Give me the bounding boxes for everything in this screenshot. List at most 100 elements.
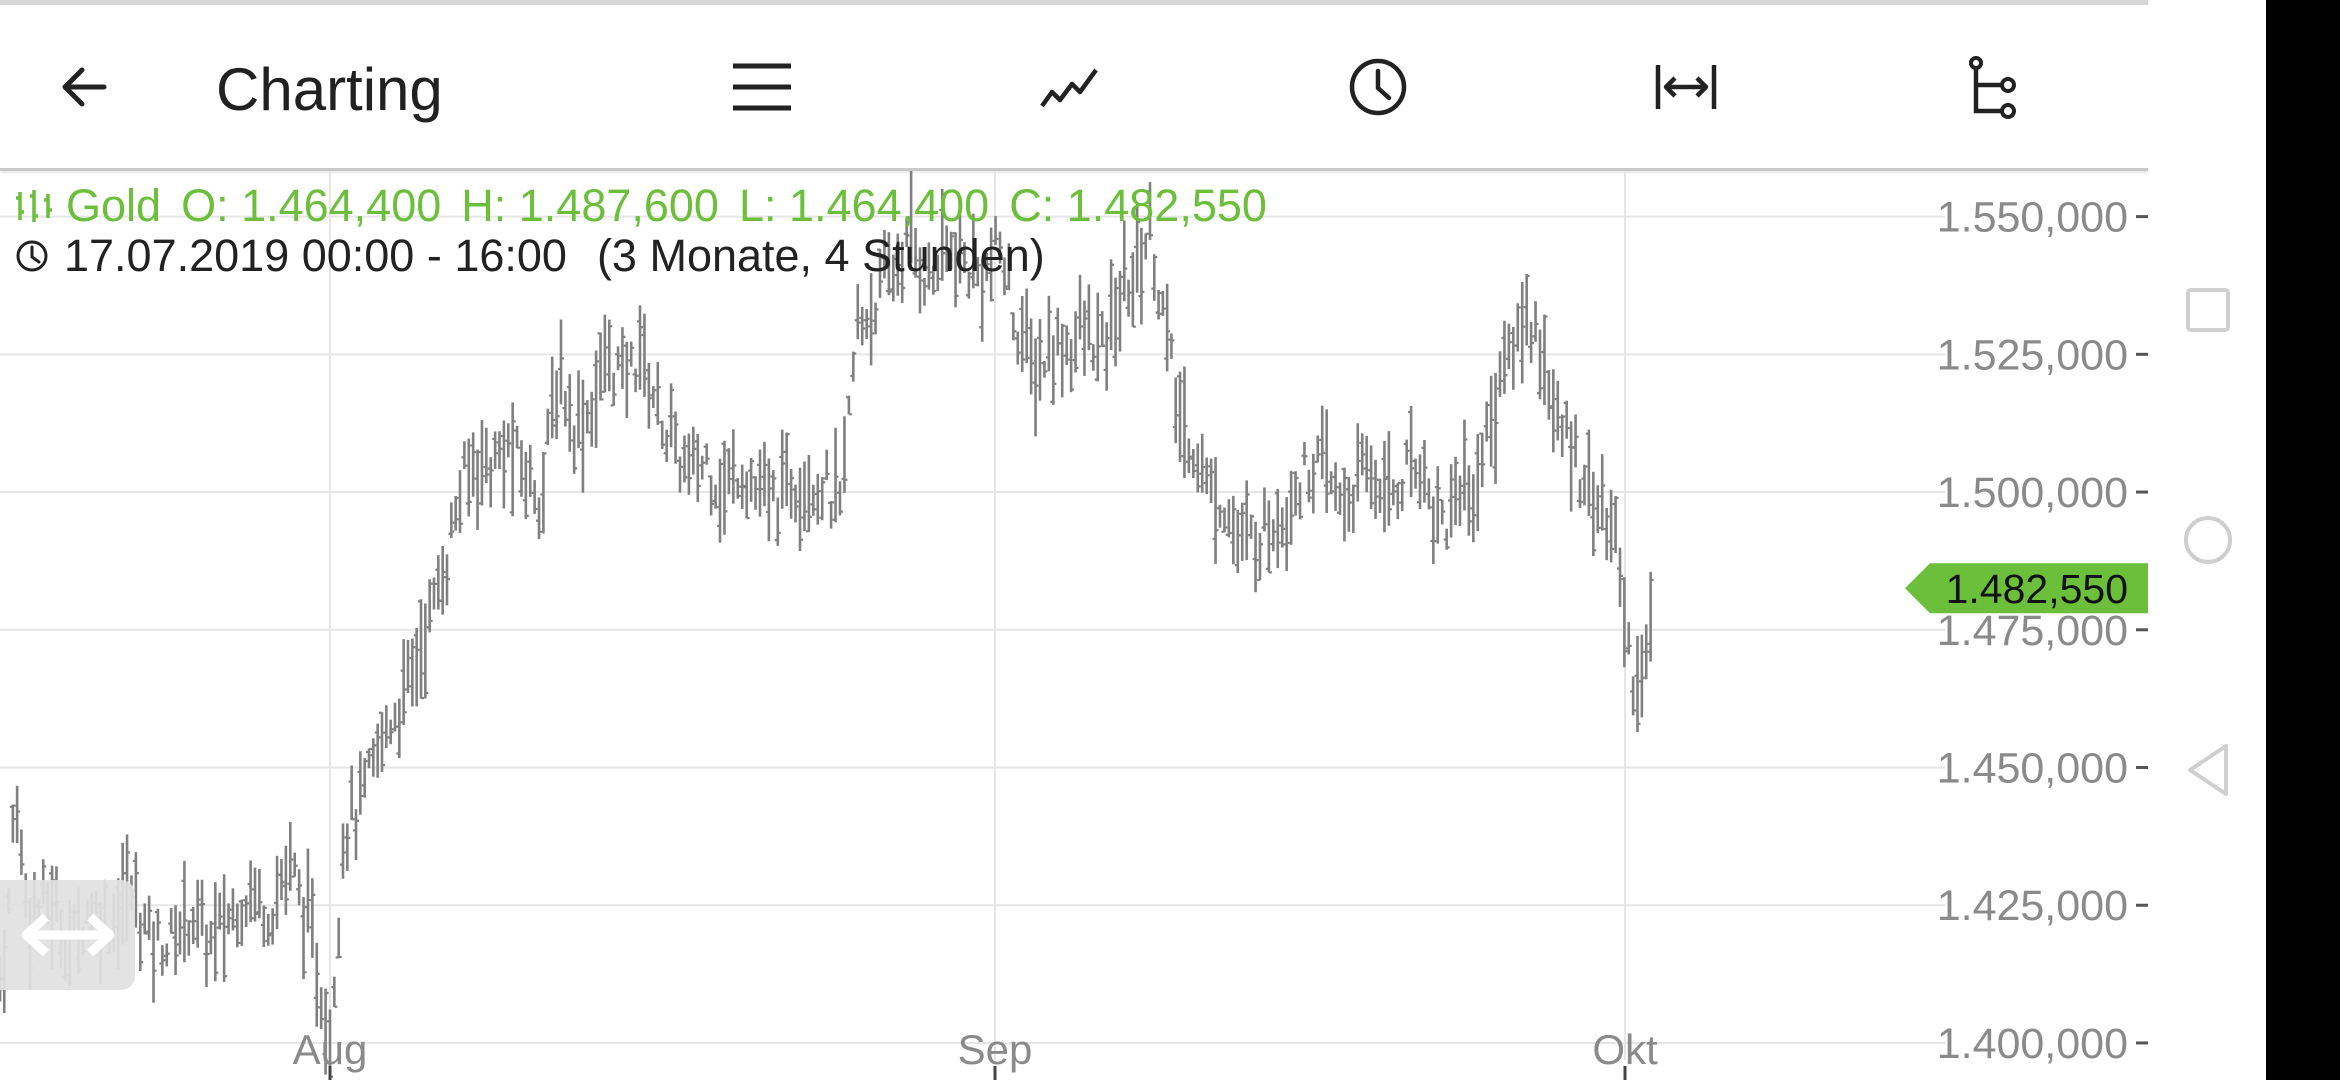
ohlc-bar (925, 242, 932, 290)
ohlc-bar (637, 305, 643, 390)
ohlc-bar (965, 271, 972, 299)
y-tick-label: 1.550,000 (1937, 194, 2128, 242)
ohlc-bar (659, 420, 666, 449)
ohlc-bar (163, 943, 170, 967)
ohlc-bar (805, 454, 812, 533)
ohlc-bar (1072, 311, 1079, 373)
recent-apps-button[interactable] (2178, 280, 2238, 340)
ohlc-bar (282, 845, 289, 915)
ohlc-bar (1408, 405, 1415, 498)
ohlc-bar (584, 400, 591, 434)
ohlc-bar (1292, 471, 1299, 516)
ohlc-bar (668, 383, 675, 448)
indicators-button[interactable] (1954, 47, 2034, 127)
back-nav-button[interactable] (2178, 740, 2238, 800)
ohlc-bar (252, 867, 258, 922)
price-chart[interactable]: 1.400,000 1.425,000 1.450,000 1.475,000 1.50… (0, 171, 2148, 1080)
chart-canvas[interactable]: 1.400,000 1.425,000 1.450,000 1.475,000 1.50… (0, 171, 2148, 1080)
ohlc-bar (274, 855, 281, 930)
ohlc-bar (413, 627, 420, 707)
ohlc-bar (531, 480, 538, 514)
ohlc-bar (1341, 467, 1348, 542)
price-tag-label: 1.482,550 (1946, 566, 2128, 612)
ohlc-bar (1461, 419, 1468, 511)
ohlc-bar (628, 341, 635, 367)
ohlc-bar (1421, 439, 1428, 503)
ohlc-bar (619, 327, 626, 389)
ohlc-bar (1385, 431, 1392, 526)
ohlc-bar (752, 476, 759, 510)
ohlc-bar (623, 342, 630, 418)
ohlc-bar (961, 242, 968, 274)
ohlc-bar (1248, 514, 1255, 539)
ohlc-bar (1497, 351, 1503, 397)
range-button[interactable] (1646, 47, 1726, 127)
ohlc-bar (992, 216, 999, 246)
ohlc-bar (247, 860, 254, 923)
ohlc-bar (597, 332, 604, 401)
ohlc-bar (1221, 507, 1228, 533)
ohlc-bar (997, 231, 1003, 264)
ohlc-bar (721, 440, 728, 535)
ohlc-bar (1112, 277, 1119, 367)
clock-small-icon (16, 240, 48, 272)
period-label: (3 Monate, 4 Stunden) (596, 230, 1045, 281)
ohlc-bar (823, 449, 830, 481)
ohlc-bar (335, 917, 342, 959)
ohlc-bar (1377, 478, 1383, 514)
ohlc-bar (1594, 485, 1601, 534)
ohlc-bar (1528, 321, 1535, 364)
ohlc-bar (571, 425, 578, 474)
ohlc-bar (1505, 323, 1512, 370)
low-value: L: 1.464,400 (738, 180, 990, 231)
ohlc-bar (761, 441, 768, 507)
ohlc-bar (566, 374, 573, 452)
ohlc-bar (1138, 227, 1145, 325)
ohlc-bar (610, 372, 617, 407)
back-button[interactable] (44, 47, 124, 127)
ohlc-bar (1510, 326, 1517, 390)
ohlc-bar (1297, 482, 1303, 520)
ohlc-bar (1019, 295, 1026, 372)
ohlc-bar (1412, 458, 1419, 489)
tree-icon (1969, 56, 2016, 119)
ohlc-bar (1230, 495, 1237, 565)
ohlc-bar (216, 892, 223, 930)
ohlc-bar (496, 431, 503, 470)
ohlc-bar (908, 171, 913, 264)
pan-handle[interactable] (0, 880, 135, 990)
ohlc-bar (765, 458, 772, 542)
ohlc-bar (1270, 519, 1277, 552)
y-tick-label: 1.400,000 (1937, 1020, 2128, 1068)
menu-button[interactable] (722, 47, 802, 127)
ohlc-bar (850, 351, 857, 382)
ohlc-bar (1501, 320, 1508, 394)
ohlc-bar (540, 451, 547, 534)
ohlc-bar (1050, 335, 1057, 405)
ohlc-bar (650, 386, 657, 409)
time-period-button[interactable] (1338, 47, 1418, 127)
chart-type-button[interactable] (1030, 47, 1110, 127)
ohlc-bar (859, 306, 866, 346)
ohlc-bar (1465, 465, 1472, 536)
ohlc-bar (514, 425, 521, 449)
ohlc-bar (439, 546, 446, 615)
ohlc-bar (1328, 471, 1335, 495)
ohlc-bar (256, 869, 263, 919)
screen-edge (2266, 0, 2340, 1080)
ohlc-bar (1121, 220, 1128, 302)
ohlc-bar (132, 852, 139, 928)
ohlc-bar (1345, 477, 1352, 532)
y-axis: 1.400,000 1.425,000 1.450,000 1.475,000 1.50… (1937, 194, 2148, 1068)
ohlc-bar (1448, 464, 1455, 538)
ohlc-bar (930, 265, 937, 295)
ohlc-bar (265, 913, 272, 946)
ohlc-bar (1643, 624, 1650, 680)
ohlc-bar (1037, 319, 1043, 401)
ohlc-bar (557, 319, 564, 405)
ohlc-bar (190, 907, 197, 945)
home-button[interactable] (2178, 510, 2238, 570)
ohlc-bar (1612, 496, 1619, 554)
ohlc-bar (465, 438, 472, 517)
ohlc-bar (1630, 676, 1637, 716)
